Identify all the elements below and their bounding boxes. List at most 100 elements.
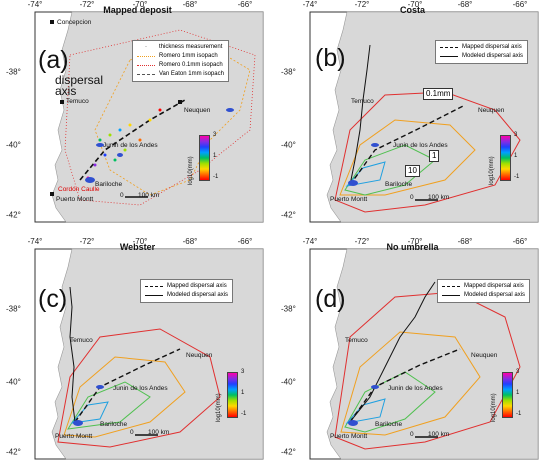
lat-tick: -38° [281,304,296,314]
city-temuco: Temuco [66,98,89,105]
city-junin: Junin de los Andes [393,142,448,149]
cbar-max: 3 [514,132,518,138]
scale-distance: 100 km [428,194,450,201]
lon-tick: -68° [457,0,473,9]
panel-a: Mapped deposit -74° -72° -70° -68° -66° … [0,0,275,236]
cbar-mid: 1 [213,153,217,159]
legend-item: Mapped dispersal axis [145,282,228,291]
lon-tick: -68° [182,237,198,246]
city-neuquen: Neuquen [186,352,213,359]
panel-title: Webster [119,242,156,252]
panel-b: Costa -74° -72° -70° -68° -66° -38° -40°… [275,0,550,236]
cbar-max: 3 [213,132,217,138]
city-bariloche: Bariloche [95,181,123,188]
legend-item: Mapped dispersal axis [442,282,525,291]
cbar-label: log10(mm) [188,156,194,185]
isopach-outer [334,91,521,213]
lon-tick: -72° [79,0,95,9]
lat-tick: -42° [6,210,21,220]
legend-item: Romero 0.1mm isopach [137,61,224,70]
cbar-min: -1 [516,411,522,417]
lat-tick: -40° [281,377,296,387]
scale-distance: 100 km [428,431,450,438]
panel-title: No umbrella [386,242,439,252]
legend: Mapped dispersal axis Modeled dispersal … [435,40,529,64]
panel-c: Webster -74° -72° -70° -68° -66° -38° -4… [0,237,275,473]
isopach-core [345,398,386,424]
lon-tick: -70° [132,0,148,9]
city-cordon-caulle: Cordón Caulle [58,186,100,193]
lon-tick: -72° [79,237,95,246]
legend: · thickness measurement Romero 1mm isopac… [132,40,229,82]
mapped-dispersal-axis [349,104,466,186]
lat-tick: -40° [6,140,21,150]
cbar-mid: 1 [516,390,520,396]
city-junin: Junin de los Andes [388,385,443,392]
cbar-max: 3 [516,369,520,375]
legend-item: Modeled dispersal axis [145,291,228,300]
city-markers [50,20,182,196]
modeled-dispersal-axis [349,44,371,186]
city-concepcion: Concepcion [57,19,92,26]
lon-tick: -72° [354,237,370,246]
cbar-min: -1 [241,411,247,417]
colorbar [227,372,238,418]
lon-tick: -70° [407,0,423,9]
isopach-outer [334,291,521,450]
map-c [34,248,264,460]
cbar-mid: 1 [241,390,245,396]
city-neuquen: Neuquen [184,107,211,114]
scale-distance: 100 km [148,429,170,436]
lakes [85,108,234,183]
lon-tick: -72° [354,0,370,9]
lon-tick: -74° [302,237,318,246]
city-junin: Junin de los Andes [103,142,158,149]
colorbar [199,135,210,181]
cbar-min: -1 [213,174,219,180]
dispersal-axis-annotation: dispersal axis [55,73,104,98]
panel-d: No umbrella -74° -72° -70° -68° -66° -38… [275,237,550,473]
city-bariloche: Bariloche [375,421,403,428]
lat-tick: -38° [281,67,296,77]
panel-title: Mapped deposit [103,5,172,15]
lon-tick: -66° [512,237,528,246]
isopach-core [345,161,386,187]
legend-item: Modeled dispersal axis [442,291,525,300]
legend: Mapped dispersal axis Modeled dispersal … [140,279,234,303]
city-neuquen: Neuquen [471,352,498,359]
city-puerto-montt: Puerto Montt [56,196,94,203]
panel-label: (a) [38,46,69,74]
lon-tick: -66° [512,0,528,9]
city-temuco: Temuco [351,98,374,105]
city-puerto-montt: Puerto Montt [55,433,93,440]
city-bariloche: Bariloche [385,181,413,188]
lon-tick: -66° [237,237,253,246]
legend-item: Romero 1mm isopach [137,52,224,61]
scale-zero: 0 [120,192,124,199]
cbar-label: log10(mm) [216,393,222,422]
scale-zero: 0 [130,429,134,436]
mapped-dispersal-axis [79,99,186,181]
isopach-label: 0.1mm [423,88,454,100]
isopach-label: 10 [405,165,420,177]
land-mass [326,11,539,223]
mapped-dispersal-axis [74,348,181,423]
lon-tick: -68° [457,237,473,246]
panel-title: Costa [399,5,425,15]
scale-distance: 100 km [138,192,160,199]
colorbar [500,135,511,181]
lon-tick: -74° [27,0,43,9]
city-temuco: Temuco [70,337,93,344]
lon-tick: -74° [302,0,318,9]
legend: Mapped dispersal axis Modeled dispersal … [437,279,531,303]
mapped-dispersal-axis [349,348,461,423]
city-puerto-montt: Puerto Montt [330,433,368,440]
city-junin: Junin de los Andes [113,385,168,392]
thickness-measurements [86,108,162,180]
legend-item: Mapped dispersal axis [440,43,523,52]
legend-item: · thickness measurement [145,44,223,50]
isopach-mid [63,356,186,438]
modeled-dispersal-axis [349,281,436,423]
isopach-core [70,401,109,424]
lat-tick: -42° [6,447,21,457]
